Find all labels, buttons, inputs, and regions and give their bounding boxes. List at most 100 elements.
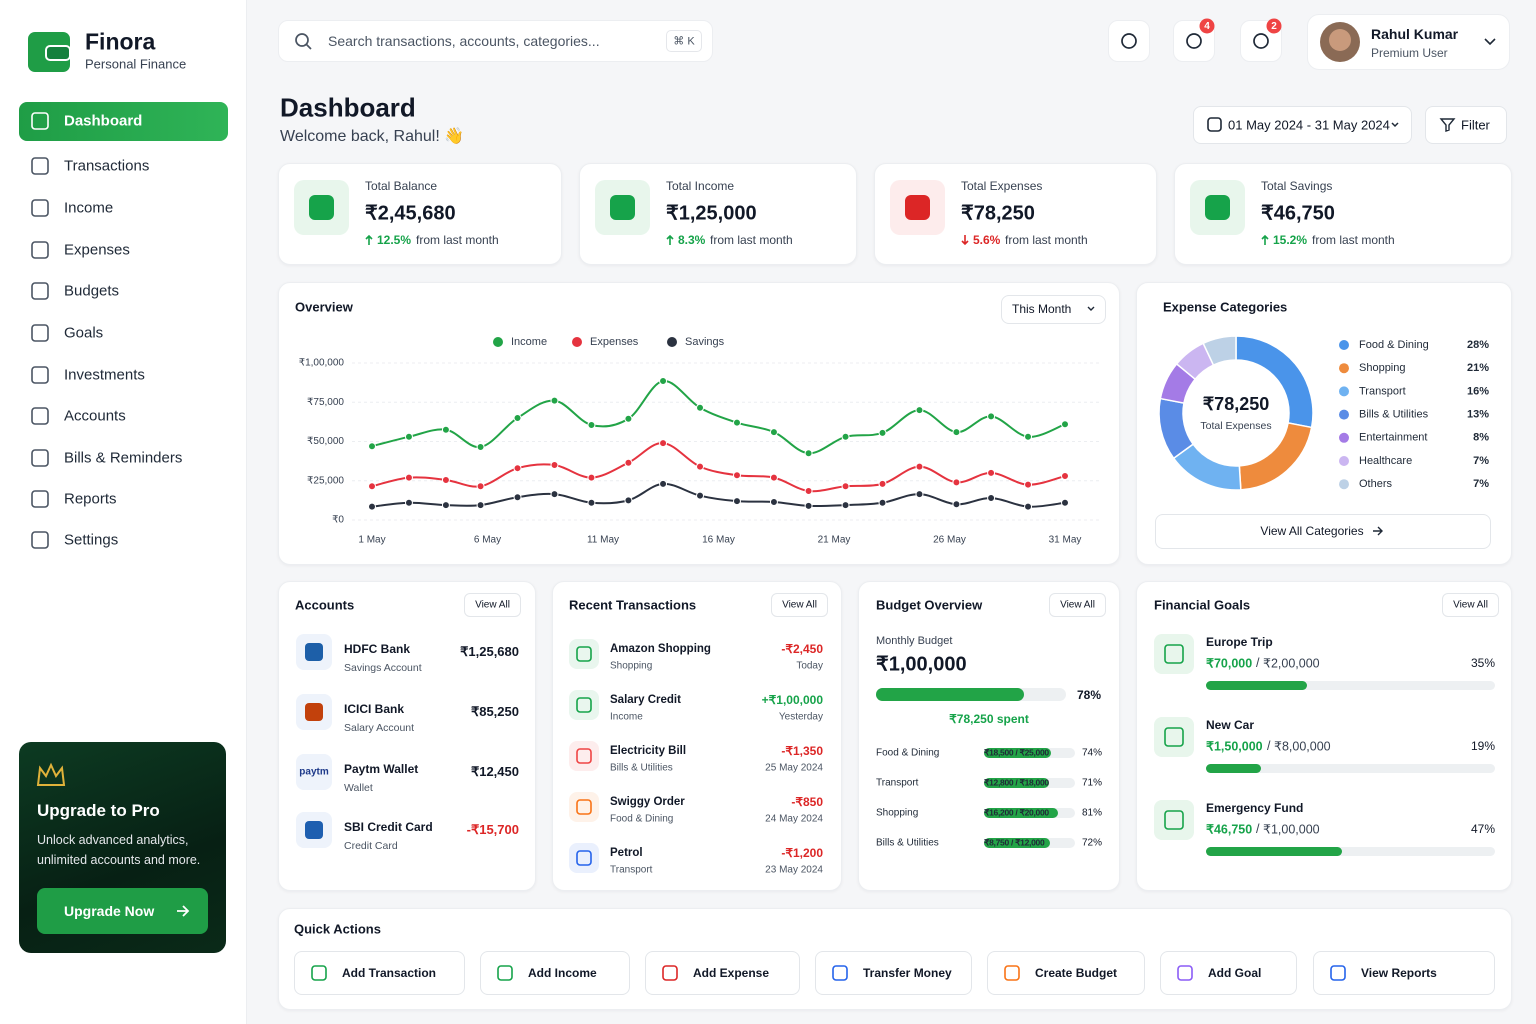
search-placeholder: Search transactions, accounts, categorie… [328,33,600,49]
stat-icon-bg [595,180,650,235]
icon-button[interactable] [1173,20,1215,62]
goal-icon [1154,634,1194,674]
budget-item-track [984,748,1075,758]
quick-action-label: Add Expense [693,966,770,980]
quick-action-label: Create Budget [1035,966,1118,980]
user-card[interactable] [1307,14,1510,70]
nav-item[interactable]: Expenses [64,241,130,259]
account-name: Paytm Wallet [344,762,419,776]
quick-action-label: Add Income [528,966,597,980]
stat-note: from last month [710,233,793,247]
user-role: Premium User [1371,46,1448,60]
nav-item[interactable]: Settings [64,531,119,549]
stat-icon-bg [890,180,945,235]
stat-label: Total Balance [365,179,438,193]
account-balance: ₹1,25,680 [460,644,519,659]
upgrade-text: Unlock advanced analytics, unlimited acc… [37,833,201,867]
stat-icon-bg [1190,180,1245,235]
transaction-category: Food & Dining [610,813,674,825]
view-all-button[interactable] [464,593,521,617]
icon-button[interactable] [1240,20,1282,62]
budget-item-track [984,838,1075,848]
transaction-icon [569,741,599,771]
card-title: Budget Overview [876,597,983,613]
budget-item-percent: 81% [1081,807,1102,819]
goal-percent: 47% [1470,822,1495,836]
account-type: Salary Account [344,722,415,734]
transactions-card [552,581,842,891]
transaction-category: Transport [610,864,653,876]
account-balance: ₹85,250 [470,704,519,719]
filter-label: Filter [1461,117,1490,133]
shortcut: ⌘ K [673,35,695,48]
date-range-button[interactable] [1193,106,1412,144]
card-title: Recent Transactions [569,597,697,613]
budget-item-percent: 74% [1081,747,1102,759]
account-type: Wallet [344,782,373,794]
nav-item[interactable]: Budgets [64,282,120,300]
view-all-button[interactable] [1442,593,1499,617]
transaction-amount: -₹1,200 [781,846,823,860]
user-name: Rahul Kumar [1371,26,1459,42]
view-all-categories-label: View All Categories [1260,524,1364,538]
view-all-button[interactable] [771,593,828,617]
nav-item[interactable]: Bills & Reminders [64,449,183,467]
account-icon [296,634,332,670]
budget-item-name: Transport [876,777,919,789]
page-title: Dashboard [280,92,416,123]
transaction-date: Yesterday [778,711,823,723]
goal-name: New Car [1206,718,1255,732]
budget-item-bar [984,778,1049,788]
transaction-amount: -₹850 [791,795,823,809]
goal-separator: / [1256,656,1260,670]
transaction-name: Swiggy Order [610,796,685,808]
nav-item[interactable]: Goals [64,324,104,342]
nav-item[interactable]: Dashboard [64,112,143,130]
budget-item-amounts: ₹8,750 / ₹12,000 [984,837,1045,848]
budget-item-track [984,808,1075,818]
card-title: Financial Goals [1154,597,1251,613]
account-name: ICICI Bank [344,702,405,716]
nav-item[interactable]: Accounts [64,407,126,425]
nav-item[interactable]: Reports [64,490,117,508]
transaction-category: Income [610,711,643,723]
goal-name: Emergency Fund [1206,801,1304,815]
view-all-label: View All [1060,599,1095,611]
stat-label: Total Savings [1261,179,1333,193]
account-balance: ₹12,450 [470,764,519,779]
search-box[interactable] [278,20,713,62]
brand-tagline: Personal Finance [85,56,187,72]
view-all-categories[interactable] [1155,514,1491,549]
stat-value: ₹78,250 [961,202,1035,225]
nav-item[interactable]: Investments [64,366,145,384]
account-type: Credit Card [344,840,398,852]
account-icon [296,754,332,790]
view-all-button[interactable] [1049,593,1106,617]
goal-track [1206,764,1495,773]
view-all-label: View All [1453,599,1488,611]
goals-card [1136,581,1512,891]
transaction-category: Shopping [610,660,653,672]
transaction-amount: -₹2,450 [781,642,823,656]
filter-button[interactable] [1425,106,1507,144]
goal-percent: 19% [1470,739,1495,753]
view-all-label: View All [782,599,817,611]
nav-item[interactable]: Income [64,199,114,217]
transaction-amount: +₹1,00,000 [761,693,823,707]
nav-item[interactable]: Transactions [64,157,150,175]
chart-title: Expense Categories [1163,299,1288,315]
budget-item-amounts: ₹12,800 / ₹18,000 [984,777,1049,788]
chart-title: Overview [295,299,353,315]
card-title: Accounts [295,597,355,613]
budget-item-amounts: ₹18,500 / ₹25,000 [984,747,1049,758]
goal-icon [1154,800,1194,840]
account-icon [296,694,332,730]
budget-bar [876,688,1025,701]
icon-button[interactable] [1108,20,1150,62]
transaction-icon [569,639,599,669]
budget-spent: ₹78,250 spent [949,712,1029,726]
quick-actions-title: Quick Actions [294,921,381,937]
stat-value: ₹1,25,000 [666,202,757,225]
transaction-name: Amazon Shopping [610,643,711,655]
transaction-date: 24 May 2024 [765,813,823,825]
